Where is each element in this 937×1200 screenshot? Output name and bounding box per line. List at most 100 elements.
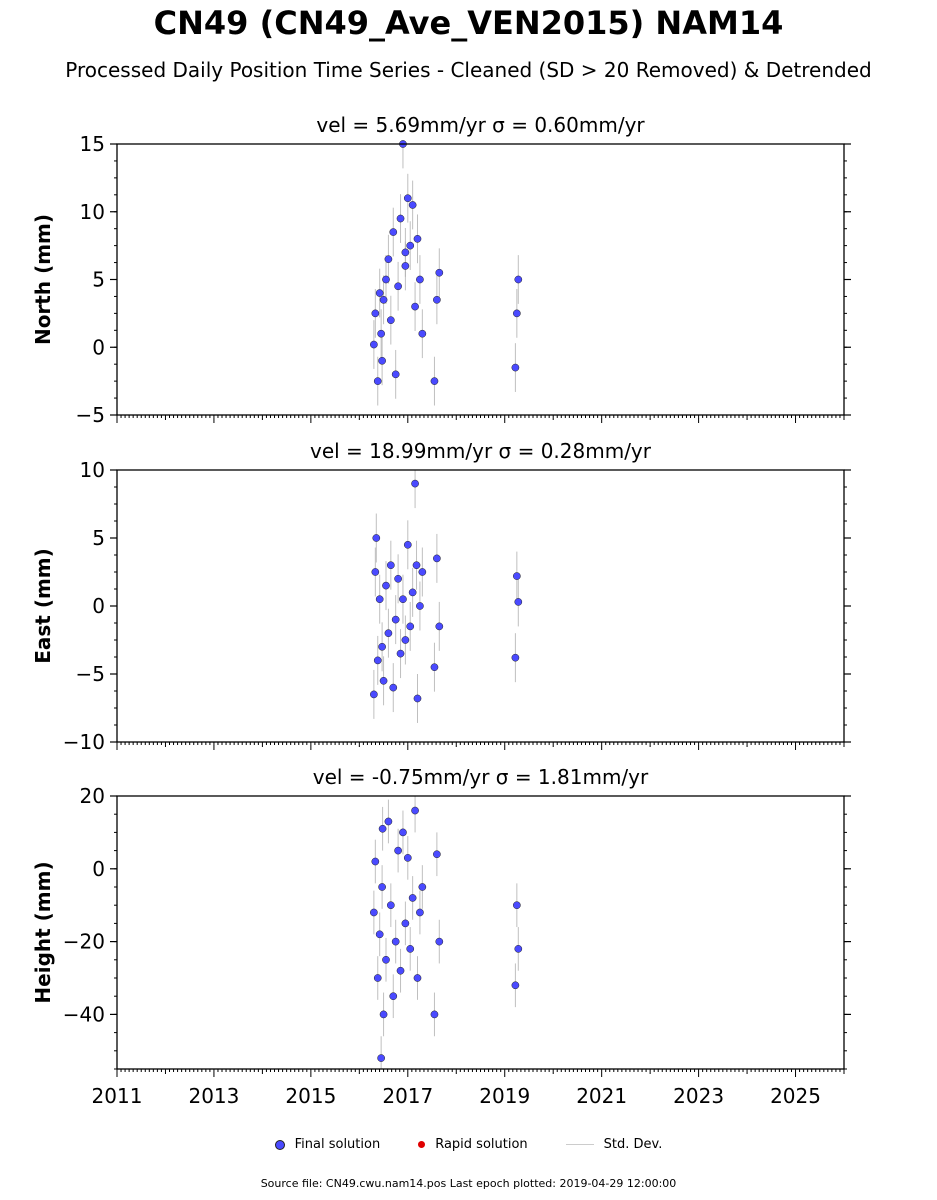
panel-3-y-tick-label: 0 (92, 857, 105, 881)
panel-3-y-axis-label: Height (mm) (31, 861, 55, 1003)
panel-1-data-point (416, 275, 424, 284)
chart-title: CN49 (CN49_Ave_VEN2015) NAM14 (153, 4, 784, 42)
panel-3-data-point (430, 1010, 439, 1019)
panel-3-subplot-title: vel = -0.75mm/yr σ = 1.81mm/yr (313, 765, 649, 789)
panel-2-data-point (430, 663, 439, 672)
panel-1-data-point (430, 377, 439, 385)
legend-item-std: Std. Dev. (565, 1137, 663, 1152)
panel-3-data-point (416, 908, 424, 917)
legend-rapid-marker (418, 1141, 426, 1148)
panel-1-data-point (418, 329, 427, 338)
panel-3-x-tick-label: 2015 (285, 1084, 336, 1108)
panel-1-data-point (389, 228, 398, 236)
legend-rapid-label: Rapid solution (435, 1137, 528, 1152)
panel-1-data-point (382, 275, 390, 284)
panel-3-data-point (394, 846, 402, 855)
panel-2-data-point (399, 595, 407, 604)
panel-3-data-point (377, 1054, 385, 1062)
panel-2-data-point (375, 595, 384, 604)
legend-std-marker (565, 1144, 594, 1145)
panel-3-axes-frame (116, 795, 845, 1070)
panel-3-data-point (370, 908, 378, 917)
legend-final-label: Final solution (294, 1137, 381, 1152)
panel-1-y-tick-label: 15 (80, 132, 105, 156)
panel-2-y-tick-label: 5 (92, 526, 105, 550)
panel-2-data-point (378, 642, 386, 651)
panel-1-y-tick-label: −5 (76, 403, 105, 427)
panel-1-y-tick-label: 0 (92, 335, 105, 359)
legend: Final solution Rapid solution Std. Dev. (0, 1137, 937, 1152)
panel-3-data-point (514, 945, 523, 953)
panel-2-data-point (513, 572, 521, 580)
panel-2-axes-frame (116, 469, 845, 743)
panel-2-data-point (386, 561, 395, 570)
panel-3-data-point (433, 850, 441, 859)
panel-1-data-point (384, 255, 393, 264)
panel-3-data-point (408, 894, 417, 902)
panel-3-data-point (411, 806, 419, 815)
panel-2-data-point (382, 581, 390, 590)
panel-1-data-point (403, 194, 412, 203)
panel-2-y-tick-label: −5 (76, 662, 105, 686)
panel-2-data-point (418, 568, 427, 576)
panel-1-data-point (370, 340, 378, 349)
panel-2-data-point (394, 574, 402, 583)
panel-1-data-point (371, 309, 380, 318)
panel-2-data-point (396, 649, 405, 658)
panel-2-y-tick-label: 10 (80, 458, 105, 482)
panel-3-data-point (371, 857, 380, 866)
panel-2-data-point (412, 561, 421, 570)
panel-1-data-point (406, 241, 415, 250)
panel-1-data-point (433, 295, 441, 304)
panel-2-data-point (384, 629, 393, 638)
panel-3-data-point (403, 854, 412, 862)
panel-3-data-point (513, 901, 521, 910)
panel-1-data-point (375, 289, 384, 297)
panel-3-x-tick-label: 2019 (479, 1084, 530, 1108)
panel-1-data-point (408, 201, 417, 209)
panel-3-y-tick-label: −20 (63, 930, 105, 954)
panel-1-axes-frame (116, 143, 845, 416)
panel-3-data-point (389, 992, 398, 1001)
panel-3-x-tick-label: 2025 (770, 1084, 821, 1108)
panel-1-data-point (511, 363, 520, 372)
panel-2-data-point (370, 690, 378, 699)
panel-3-y-tick-label: 20 (80, 784, 105, 808)
panel-2-y-axis-label: East (mm) (31, 548, 55, 664)
panel-1-data-point (373, 377, 382, 385)
legend-std-label: Std. Dev. (603, 1137, 663, 1152)
panel-1-y-tick-label: 5 (92, 268, 105, 292)
panel-3-data-point (418, 883, 427, 891)
panel-3-data-point (435, 937, 444, 946)
panel-2-data-point (403, 540, 412, 549)
panel-1-data-point (435, 268, 444, 277)
panel-1-subplot-title: vel = 5.69mm/yr σ = 0.60mm/yr (316, 113, 645, 137)
panel-3-data-point (382, 955, 390, 964)
panel-1-data-point (413, 235, 422, 243)
panel-3-x-tick-label: 2023 (673, 1084, 724, 1108)
panel-2-data-point (372, 534, 381, 542)
panel-3-x-tick-label: 2021 (576, 1084, 627, 1108)
panel-3-data-point (413, 974, 422, 982)
panel-1-data-point (513, 309, 521, 318)
panel-3-data-point (375, 930, 384, 939)
panel-1-data-point (391, 370, 400, 379)
panel-3-data-point (396, 966, 405, 975)
panel-2-data-point (435, 622, 444, 631)
panel-1-data-point (377, 329, 385, 338)
panel-3-data-point (391, 937, 400, 946)
panel-2-data-point (514, 598, 523, 606)
panel-2-data-point (371, 568, 380, 576)
panel-3-x-tick-label: 2017 (382, 1084, 433, 1108)
panel-2-data-point (401, 636, 410, 644)
panel-2-y-tick-label: 0 (92, 594, 105, 618)
panel-3-data-point (378, 883, 386, 891)
panel-2-data-point (511, 653, 520, 662)
panel-2-data-point (406, 622, 415, 631)
panel-3-data-point (399, 828, 407, 837)
legend-final-marker (274, 1139, 285, 1150)
panel-1-y-tick-label: 10 (80, 200, 105, 224)
panel-3-data-point (406, 945, 415, 953)
panel-2-data-point (373, 656, 382, 665)
